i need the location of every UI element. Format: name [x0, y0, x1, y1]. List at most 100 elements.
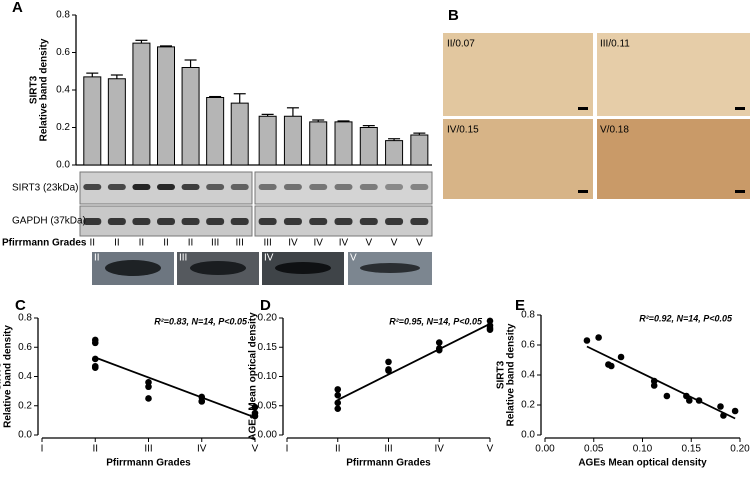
- blot-band: [206, 218, 225, 225]
- scale-bar: [735, 107, 745, 110]
- scale-bar: [578, 190, 588, 193]
- point: [334, 386, 342, 393]
- y-tick-label: 0.00: [258, 430, 278, 441]
- panel-label: B: [448, 7, 459, 24]
- x-tick-label: IV: [313, 238, 323, 249]
- mri-label: II: [94, 253, 100, 264]
- point: [435, 339, 443, 346]
- point: [198, 398, 206, 405]
- blot-band: [309, 184, 328, 190]
- y-tick-label: 0.0: [18, 430, 32, 441]
- x-tick-label: II: [92, 444, 98, 455]
- point: [145, 383, 152, 391]
- y-tick-label: 0.0: [56, 160, 70, 171]
- bar: [359, 127, 378, 166]
- x-tick-label: IV: [435, 444, 445, 455]
- y-axis-title: SIRT3: [496, 360, 507, 389]
- histology-image: [443, 119, 593, 199]
- x-tick-label: V: [252, 444, 259, 455]
- bar: [157, 46, 175, 166]
- y-tick-label: 0.4: [56, 85, 70, 96]
- x-axis-title: AGEs Mean optical density: [578, 458, 707, 469]
- scale-bar: [578, 107, 588, 110]
- point: [91, 355, 99, 363]
- blot-band: [258, 184, 277, 190]
- histology-label: III/0.11: [600, 39, 630, 50]
- blot-panel: SIRT3 (23kDa) GAPDH (37kDa): [12, 171, 433, 237]
- blot-label: GAPDH (37kDa): [12, 216, 86, 227]
- y-tick-label: 0.0: [521, 430, 535, 441]
- x-tick-label: 0.00: [535, 444, 555, 455]
- x-tick-label: III: [211, 238, 219, 249]
- x-tick-label: II: [139, 238, 145, 249]
- fit-line: [94, 356, 256, 419]
- point: [583, 337, 591, 344]
- point: [486, 326, 494, 334]
- x-tick-label: 0.20: [730, 444, 750, 455]
- histology-image: [597, 33, 750, 116]
- y-axis-title: Relative band density: [39, 38, 50, 141]
- panel-label: D: [260, 297, 271, 314]
- y-axis-title: AGEs Mean optical density: [248, 312, 259, 441]
- point: [686, 397, 693, 404]
- y-tick-label: 0.4: [18, 371, 32, 382]
- blot-band: [157, 218, 175, 225]
- blot-band: [181, 184, 200, 190]
- point: [385, 367, 392, 374]
- x-tick-label: I: [41, 444, 44, 455]
- blot-band: [107, 218, 126, 225]
- y-axis-title: Relative band density: [506, 323, 517, 426]
- x-tick-label: II: [163, 238, 169, 249]
- panel-label: A: [12, 0, 23, 16]
- x-tick-label: III: [263, 238, 271, 249]
- blot-band: [410, 184, 429, 190]
- x-tick-label: III: [236, 238, 244, 249]
- blot-band: [283, 218, 302, 225]
- point: [617, 353, 625, 361]
- fit-line: [586, 345, 736, 420]
- x-tick-label: IV: [339, 238, 349, 249]
- point: [608, 362, 615, 370]
- x-tick-label: I: [286, 444, 289, 455]
- point: [251, 403, 259, 411]
- histology-label: IV/0.15: [447, 125, 479, 136]
- mri-disc: [190, 261, 246, 275]
- bar: [410, 134, 429, 166]
- x-tick-label: II: [114, 238, 120, 249]
- x-axis-title: Pfirrmann Grades: [106, 458, 191, 469]
- y-tick-label: 0.2: [18, 400, 32, 411]
- blot-band: [132, 184, 151, 190]
- annotation: R²=0.95, N=14, P<0.05: [389, 316, 483, 326]
- y-tick-label: 0.8: [18, 313, 32, 324]
- bar: [283, 115, 302, 166]
- panel-label: C: [15, 297, 26, 314]
- y-tick-label: 0.15: [258, 342, 278, 353]
- blot-band: [385, 184, 404, 190]
- x-tick-label: II: [335, 444, 341, 455]
- blot-band: [283, 184, 302, 190]
- annotation: R²=0.92, N=14, P<0.05: [639, 313, 733, 323]
- histology-image: [597, 119, 750, 199]
- point: [91, 364, 99, 372]
- blot-band: [181, 218, 200, 225]
- x-tick-label: III: [144, 444, 152, 455]
- point: [650, 382, 658, 389]
- blot-band: [206, 184, 225, 190]
- bar: [258, 115, 277, 166]
- histology-label: II/0.07: [447, 39, 475, 50]
- point: [435, 346, 443, 354]
- blot-band: [385, 218, 404, 225]
- blot-band: [230, 218, 249, 225]
- point: [334, 399, 342, 407]
- point: [595, 334, 602, 341]
- x-tick-label: 0.10: [633, 444, 653, 455]
- mri-disc: [105, 260, 161, 276]
- blot-band: [83, 184, 102, 190]
- point: [334, 391, 342, 399]
- blot-band: [309, 218, 328, 225]
- y-tick-label: 0.2: [521, 400, 535, 411]
- blot-band: [334, 218, 353, 225]
- blot-band: [132, 218, 151, 225]
- x-tick-label: 0.05: [584, 444, 604, 455]
